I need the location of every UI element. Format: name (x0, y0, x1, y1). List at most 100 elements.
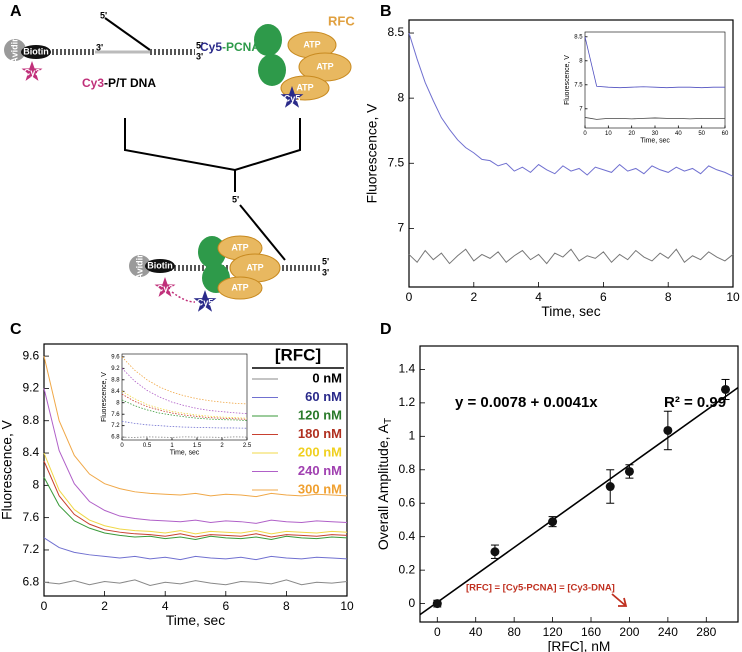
y-axis-label: Fluorescence, V (365, 103, 380, 203)
trace (121, 393, 248, 420)
x-tick-label: 10 (340, 599, 354, 613)
y-tick-label: 7.6 (111, 412, 120, 418)
y-tick-label: 1.2 (399, 395, 416, 409)
label: ATP (246, 262, 263, 272)
plot-frame (121, 353, 248, 441)
plot-frame (584, 31, 726, 129)
y-tick-label: 8.8 (111, 377, 120, 383)
x-tick-label: 0 (583, 131, 587, 137)
data-point (490, 547, 500, 557)
trace (408, 32, 734, 177)
x-tick-label: 4 (535, 290, 542, 304)
y-axis-label-text: Overall Amplitude, A (375, 423, 391, 550)
x-tick-label: 120 (543, 625, 563, 639)
x-tick-label: 80 (507, 625, 521, 639)
panel-label: B (380, 3, 392, 20)
y-axis-label: Fluorescence, V (0, 419, 15, 519)
y-tick-label: 7 (579, 106, 583, 112)
label: Cy5 (284, 93, 301, 103)
y-tick-label: 6.8 (23, 574, 40, 588)
panel-label: D (380, 321, 392, 338)
diagram: Avidin Biotin Cy3 3' 5' 5' 3' Cy3-P/T DN… (4, 10, 355, 312)
y-tick-label: 7 (398, 221, 405, 235)
x-tick-label: 40 (469, 625, 483, 639)
data-point (663, 425, 673, 435)
trace (121, 420, 248, 429)
x-tick-label: 0.5 (143, 443, 152, 449)
label: Avidin (9, 36, 19, 63)
y-tick-label: 6.8 (111, 435, 120, 441)
label: -PCNA (222, 40, 260, 54)
y-tick-label: 9.6 (111, 354, 120, 360)
legend-label: 300 nM (298, 481, 342, 496)
label: Biotin (147, 260, 173, 270)
x-tick-label: 0 (406, 290, 413, 304)
avidin (129, 255, 151, 277)
y-tick-label: 9.6 (23, 348, 40, 362)
y-axis-label-subscript: T (383, 418, 394, 424)
legend-label: 200 nM (298, 444, 342, 459)
label: -P/T DNA (104, 76, 156, 90)
data-point (624, 466, 634, 476)
data-point (432, 599, 442, 609)
y-tick-label: 0.6 (399, 495, 416, 509)
label: Cy3 (157, 283, 174, 293)
label: ATP (296, 82, 313, 92)
x-tick-label: 8 (665, 290, 672, 304)
legend-title: [RFC] (275, 345, 321, 364)
y-tick-label: 8.5 (574, 34, 583, 40)
trace (43, 477, 348, 540)
pcna (254, 24, 282, 56)
trace (584, 36, 725, 89)
trace (121, 390, 248, 419)
y-axis-label: Fluorescence, V (564, 55, 571, 105)
x-axis-label: Time, sec (640, 137, 670, 144)
trace (121, 368, 248, 415)
trace (43, 452, 348, 535)
trace (43, 356, 348, 498)
x-tick-label: 40 (675, 131, 682, 137)
trace (584, 117, 725, 120)
biotin (21, 45, 51, 59)
x-tick-label: 6 (600, 290, 607, 304)
y-tick-label: 0 (409, 596, 416, 610)
label: ATP (231, 282, 248, 292)
y-tick-label: 8 (33, 478, 40, 492)
y-axis-label: Fluorescence, V (101, 372, 108, 422)
annotation-arrow (611, 593, 628, 607)
trace (43, 388, 348, 524)
x-axis-label: Time, sec (170, 449, 200, 456)
chart: 0 0.5 1 1.5 2 2.5 6.8 7.2 7.6 8 8.4 8.8 9.2 9.6 Time, … (101, 353, 252, 456)
x-tick-label: 2 (101, 599, 108, 613)
label: ATP (303, 39, 320, 49)
pcna-label: Cy5-PCNA (200, 40, 260, 54)
x-tick-label: 0 (120, 443, 124, 449)
legend-label: 120 nM (298, 407, 342, 422)
label: Cy3 (82, 76, 104, 90)
x-axis-label: Time, sec (166, 613, 225, 628)
legend-label: 180 nM (298, 426, 342, 441)
cy5-star (280, 86, 304, 108)
annotation: [RFC] = [Cy5-PCNA] = [Cy3-DNA] (466, 583, 615, 594)
y-tick-label: 8.8 (23, 413, 40, 427)
x-tick-label: 10 (726, 290, 740, 304)
y-tick-label: 8.5 (388, 25, 405, 39)
label: Avidin (134, 252, 144, 279)
y-tick-label: 0.4 (399, 529, 416, 543)
y-tick-label: 9.2 (111, 366, 120, 372)
y-tick-label: 1.4 (399, 362, 416, 376)
fit-line (419, 386, 739, 616)
x-tick-label: 200 (619, 625, 639, 639)
x-tick-label: 10 (605, 131, 612, 137)
label: 5' (196, 40, 203, 50)
data-point (605, 482, 615, 492)
x-axis-label: [RFC], nM (548, 639, 611, 652)
trace (43, 579, 348, 587)
x-tick-label: 1 (170, 443, 174, 449)
panel-label: A (10, 3, 22, 20)
template-strand (239, 204, 286, 261)
x-tick-label: 6 (222, 599, 229, 613)
label: 3' (196, 51, 203, 61)
trace (121, 356, 248, 405)
